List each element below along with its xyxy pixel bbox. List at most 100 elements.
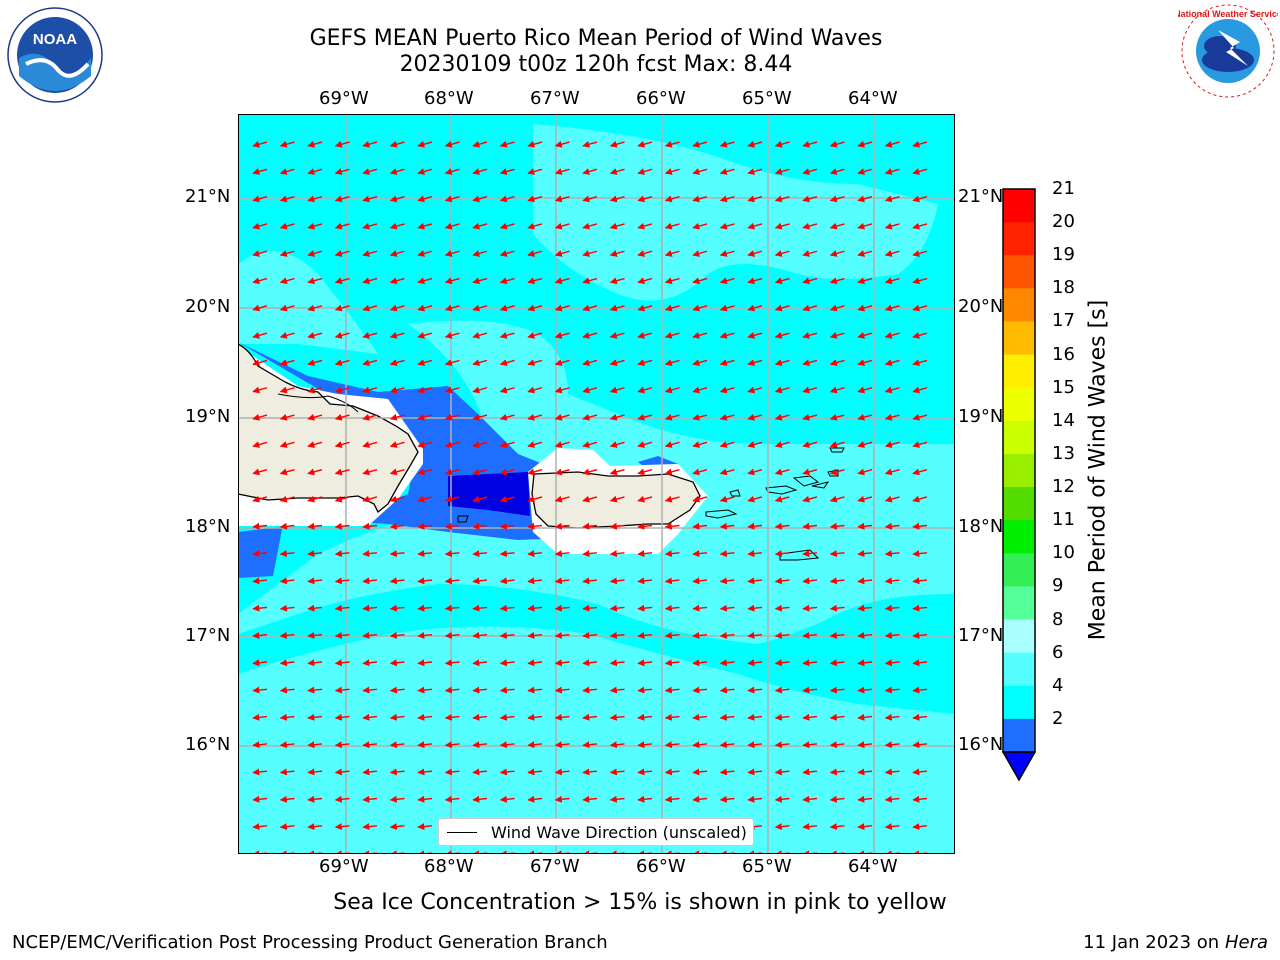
wind-arrow: [444, 522, 460, 530]
wind-arrow: [884, 359, 900, 367]
wind-arrow: [857, 277, 873, 285]
wind-arrow: [884, 468, 900, 476]
wind-arrow: [747, 604, 763, 612]
wind-arrow: [637, 222, 653, 230]
wind-arrow: [609, 195, 625, 203]
wind-arrow: [527, 168, 543, 175]
wind-arrow: [417, 686, 433, 694]
wind-arrow: [609, 768, 625, 776]
map-title: GEFS MEAN Puerto Rico Mean Period of Win…: [296, 26, 896, 78]
wind-arrow: [802, 250, 818, 257]
wind-arrow: [527, 250, 543, 257]
wind-arrow: [279, 522, 295, 530]
wind-arrow: [774, 168, 790, 175]
lon-label-bottom-65: 65°W: [742, 856, 792, 877]
wind-arrow: [334, 550, 350, 558]
wind-arrow: [252, 768, 268, 776]
wind-arrow: [692, 604, 708, 612]
lat-label-left-16: 16°N: [185, 734, 231, 755]
wind-arrow: [637, 522, 653, 530]
wind-arrow: [609, 413, 625, 421]
wind-arrow: [307, 795, 323, 803]
wind-arrow: [609, 495, 625, 503]
wind-arrow: [774, 631, 790, 639]
wind-arrow: [609, 441, 625, 448]
wind-arrow: [637, 140, 653, 148]
colorbar-label: Mean Period of Wind Waves [s]: [1085, 299, 1111, 641]
wind-arrow: [417, 768, 433, 776]
wind-arrow: [527, 741, 543, 749]
wind-arrow: [802, 495, 818, 503]
wind-arrow: [664, 250, 680, 257]
colorbar-tick-label: 10: [1052, 542, 1075, 564]
wind-arrow: [499, 250, 515, 257]
wind-arrow: [499, 140, 515, 148]
colorbar-tick-label: 20: [1052, 211, 1075, 233]
wind-arrow: [609, 659, 625, 667]
wind-arrow: [307, 768, 323, 776]
wind-arrow: [417, 741, 433, 749]
wind-arrow: [609, 222, 625, 230]
wind-arrow: [609, 386, 625, 394]
wind-arrow: [527, 768, 543, 776]
wind-arrow: [774, 331, 790, 339]
wind-arrow: [664, 195, 680, 203]
wind-arrow: [582, 550, 598, 558]
wind-arrow: [472, 795, 488, 803]
wind-arrow: [912, 659, 928, 667]
wind-arrow: [582, 359, 598, 367]
wind-arrow: [417, 304, 433, 312]
wind-arrow: [747, 413, 763, 421]
wind-arrow: [307, 222, 323, 230]
wind-arrow: [829, 768, 845, 776]
wind-arrow: [774, 604, 790, 612]
colorbar-tick-label: 8: [1052, 608, 1064, 630]
wind-arrow: [747, 386, 763, 394]
wind-arrow: [499, 195, 515, 203]
wind-arrow: [637, 468, 653, 476]
wind-arrow: [802, 659, 818, 667]
wind-arrow: [884, 195, 900, 203]
wind-arrow: [417, 713, 433, 721]
wind-arrow: [389, 713, 405, 721]
wind-arrow: [747, 277, 763, 285]
wind-arrow: [637, 713, 653, 721]
wind-arrow: [857, 795, 873, 803]
wind-arrow: [912, 304, 928, 312]
wind-arrow: [444, 331, 460, 339]
wind-arrow: [664, 304, 680, 312]
wind-arrow: [417, 413, 433, 421]
wind-arrow: [252, 713, 268, 721]
wind-arrow: [802, 795, 818, 803]
wind-arrow: [884, 686, 900, 694]
wind-arrow: [802, 441, 818, 448]
wind-arrow: [389, 823, 405, 831]
wind-arrow: [279, 331, 295, 339]
virgin-islands-east: [792, 475, 820, 487]
lon-label-top-68: 68°W: [424, 88, 474, 109]
wind-arrow: [554, 277, 570, 285]
noaa-logo-icon: NOAA: [7, 7, 103, 103]
wind-arrow: [829, 713, 845, 721]
wind-arrow: [774, 550, 790, 558]
wind-arrow: [362, 168, 378, 175]
colorbar-tick-label: 11: [1052, 509, 1075, 531]
wind-arrow: [719, 741, 735, 749]
wind-arrow: [527, 441, 543, 448]
wind-arrow: [389, 140, 405, 148]
sea-ice-note: Sea Ice Concentration > 15% is shown in …: [333, 890, 947, 915]
lat-label-right-18: 18°N: [958, 516, 1004, 537]
wind-arrow: [444, 140, 460, 148]
wind-arrow: [307, 441, 323, 448]
map-legend: Wind Wave Direction (unscaled): [438, 818, 754, 846]
colorbar-tick-label: 21: [1052, 178, 1075, 199]
virgin-islands-north: [811, 481, 830, 489]
colorbar-tick-label: 16: [1052, 343, 1075, 365]
wind-arrow: [444, 195, 460, 203]
wind-arrow: [472, 441, 488, 448]
wind-arrow: [334, 222, 350, 230]
wind-arrow: [499, 413, 515, 421]
wind-arrow: [829, 386, 845, 394]
wind-arrow: [912, 195, 928, 203]
wind-arrow: [774, 250, 790, 257]
